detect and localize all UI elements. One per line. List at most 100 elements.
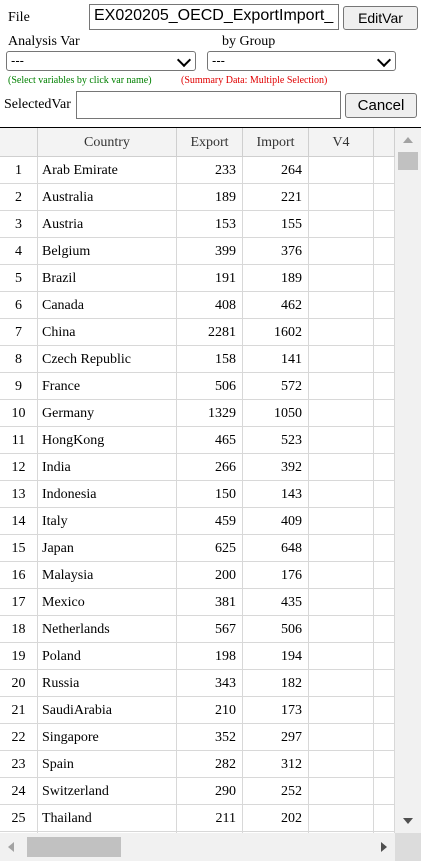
v5-cell[interactable] — [374, 184, 395, 211]
country-cell[interactable]: Austria — [38, 211, 177, 238]
country-cell[interactable]: Mexico — [38, 589, 177, 616]
table-row[interactable]: 21 SaudiArabia 210 173 — [0, 697, 395, 724]
v5-cell[interactable] — [374, 778, 395, 805]
export-cell[interactable]: 343 — [177, 670, 243, 697]
export-cell[interactable]: 1329 — [177, 400, 243, 427]
country-cell[interactable]: Spain — [38, 751, 177, 778]
country-cell[interactable]: SaudiArabia — [38, 697, 177, 724]
country-cell[interactable]: Poland — [38, 643, 177, 670]
table-row[interactable]: 13 Indonesia 150 143 — [0, 481, 395, 508]
import-cell[interactable]: 506 — [243, 616, 309, 643]
export-cell[interactable]: 153 — [177, 211, 243, 238]
country-cell[interactable]: Canada — [38, 292, 177, 319]
header-country[interactable]: Country — [38, 128, 177, 157]
export-cell[interactable]: 191 — [177, 265, 243, 292]
v5-cell[interactable] — [374, 481, 395, 508]
import-cell[interactable]: 312 — [243, 751, 309, 778]
v4-cell[interactable] — [309, 643, 374, 670]
v4-cell[interactable] — [309, 589, 374, 616]
country-cell[interactable]: Italy — [38, 508, 177, 535]
header-v5[interactable] — [374, 128, 395, 157]
export-cell[interactable]: 233 — [177, 157, 243, 184]
header-export[interactable]: Export — [177, 128, 243, 157]
country-cell[interactable]: China — [38, 319, 177, 346]
v5-cell[interactable] — [374, 427, 395, 454]
export-cell[interactable]: 408 — [177, 292, 243, 319]
country-cell[interactable]: Belgium — [38, 238, 177, 265]
country-cell[interactable]: Switzerland — [38, 778, 177, 805]
v5-cell[interactable] — [374, 211, 395, 238]
v5-cell[interactable] — [374, 292, 395, 319]
table-row[interactable]: 25 Thailand 211 202 — [0, 805, 395, 832]
v4-cell[interactable] — [309, 670, 374, 697]
table-row[interactable]: 22 Singapore 352 297 — [0, 724, 395, 751]
v5-cell[interactable] — [374, 616, 395, 643]
table-row[interactable]: 8 Czech Republic 158 141 — [0, 346, 395, 373]
import-cell[interactable]: 182 — [243, 670, 309, 697]
export-cell[interactable]: 290 — [177, 778, 243, 805]
export-cell[interactable]: 567 — [177, 616, 243, 643]
v5-cell[interactable] — [374, 589, 395, 616]
export-cell[interactable]: 625 — [177, 535, 243, 562]
export-cell[interactable]: 189 — [177, 184, 243, 211]
country-cell[interactable] — [38, 832, 177, 833]
import-cell[interactable]: 141 — [243, 346, 309, 373]
v4-cell[interactable] — [309, 292, 374, 319]
v4-cell[interactable] — [309, 805, 374, 832]
scroll-up-icon[interactable] — [403, 137, 413, 143]
v5-cell[interactable] — [374, 643, 395, 670]
v4-cell[interactable] — [309, 157, 374, 184]
country-cell[interactable]: France — [38, 373, 177, 400]
v5-cell[interactable] — [374, 400, 395, 427]
v4-cell[interactable] — [309, 535, 374, 562]
country-cell[interactable]: Russia — [38, 670, 177, 697]
table-row[interactable]: 11 HongKong 465 523 — [0, 427, 395, 454]
export-cell[interactable]: 200 — [177, 562, 243, 589]
country-cell[interactable]: Japan — [38, 535, 177, 562]
v4-cell[interactable] — [309, 346, 374, 373]
export-cell[interactable]: 211 — [177, 805, 243, 832]
table-row[interactable]: 20 Russia 343 182 — [0, 670, 395, 697]
import-cell[interactable]: 155 — [243, 211, 309, 238]
export-cell[interactable] — [177, 832, 243, 833]
export-cell[interactable]: 282 — [177, 751, 243, 778]
table-row[interactable]: 26 — [0, 832, 395, 833]
v4-cell[interactable] — [309, 778, 374, 805]
import-cell[interactable]: 189 — [243, 265, 309, 292]
table-row[interactable]: 12 India 266 392 — [0, 454, 395, 481]
v4-cell[interactable] — [309, 211, 374, 238]
table-row[interactable]: 16 Malaysia 200 176 — [0, 562, 395, 589]
table-row[interactable]: 3 Austria 153 155 — [0, 211, 395, 238]
import-cell[interactable]: 648 — [243, 535, 309, 562]
v5-cell[interactable] — [374, 373, 395, 400]
v4-cell[interactable] — [309, 697, 374, 724]
country-cell[interactable]: Brazil — [38, 265, 177, 292]
export-cell[interactable]: 266 — [177, 454, 243, 481]
export-cell[interactable]: 399 — [177, 238, 243, 265]
analysis-var-select[interactable]: --- — [6, 51, 196, 71]
header-import[interactable]: Import — [243, 128, 309, 157]
edit-var-button[interactable]: EditVar — [343, 6, 418, 30]
v5-cell[interactable] — [374, 724, 395, 751]
v5-cell[interactable] — [374, 157, 395, 184]
import-cell[interactable]: 264 — [243, 157, 309, 184]
table-row[interactable]: 5 Brazil 191 189 — [0, 265, 395, 292]
v5-cell[interactable] — [374, 562, 395, 589]
v4-cell[interactable] — [309, 265, 374, 292]
country-cell[interactable]: Thailand — [38, 805, 177, 832]
import-cell[interactable]: 392 — [243, 454, 309, 481]
export-cell[interactable]: 381 — [177, 589, 243, 616]
country-cell[interactable]: India — [38, 454, 177, 481]
table-row[interactable]: 14 Italy 459 409 — [0, 508, 395, 535]
import-cell[interactable] — [243, 832, 309, 833]
import-cell[interactable]: 143 — [243, 481, 309, 508]
table-row[interactable]: 9 France 506 572 — [0, 373, 395, 400]
v4-cell[interactable] — [309, 832, 374, 833]
import-cell[interactable]: 462 — [243, 292, 309, 319]
v5-cell[interactable] — [374, 697, 395, 724]
v5-cell[interactable] — [374, 265, 395, 292]
v4-cell[interactable] — [309, 184, 374, 211]
country-cell[interactable]: Malaysia — [38, 562, 177, 589]
table-row[interactable]: 10 Germany 1329 1050 — [0, 400, 395, 427]
table-row[interactable]: 17 Mexico 381 435 — [0, 589, 395, 616]
